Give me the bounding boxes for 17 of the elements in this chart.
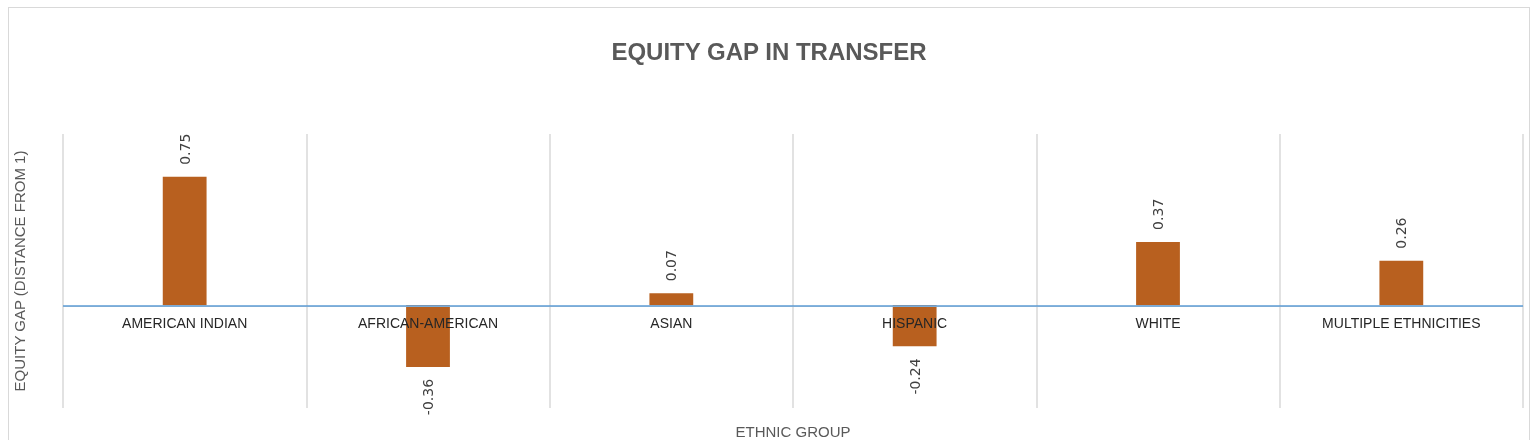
x-tick-label: ASIAN [650,315,693,332]
data-label: 0.07 [663,250,680,282]
chart-title: EQUITY GAP IN TRANSFER [611,37,927,65]
bar [649,293,694,306]
data-label: -0.24 [906,358,923,395]
data-label: 0.75 [176,133,193,165]
x-tick-label: MULTIPLE ETHNICITIES [1322,315,1481,332]
data-label: 0.37 [1150,198,1166,230]
data-label: -0.36 [420,378,436,416]
x-tick-label: AMERICAN INDIAN [122,315,248,332]
bar [1136,241,1180,306]
bar [162,176,207,306]
x-axis-title: ETHNIC GROUP [735,423,851,440]
y-axis-title: EQUITY GAP (DISTANCE FROM 1) [11,150,28,392]
data-label: 0.26 [1393,217,1410,249]
bar [1379,260,1424,306]
x-tick-label: WHITE [1135,315,1181,332]
